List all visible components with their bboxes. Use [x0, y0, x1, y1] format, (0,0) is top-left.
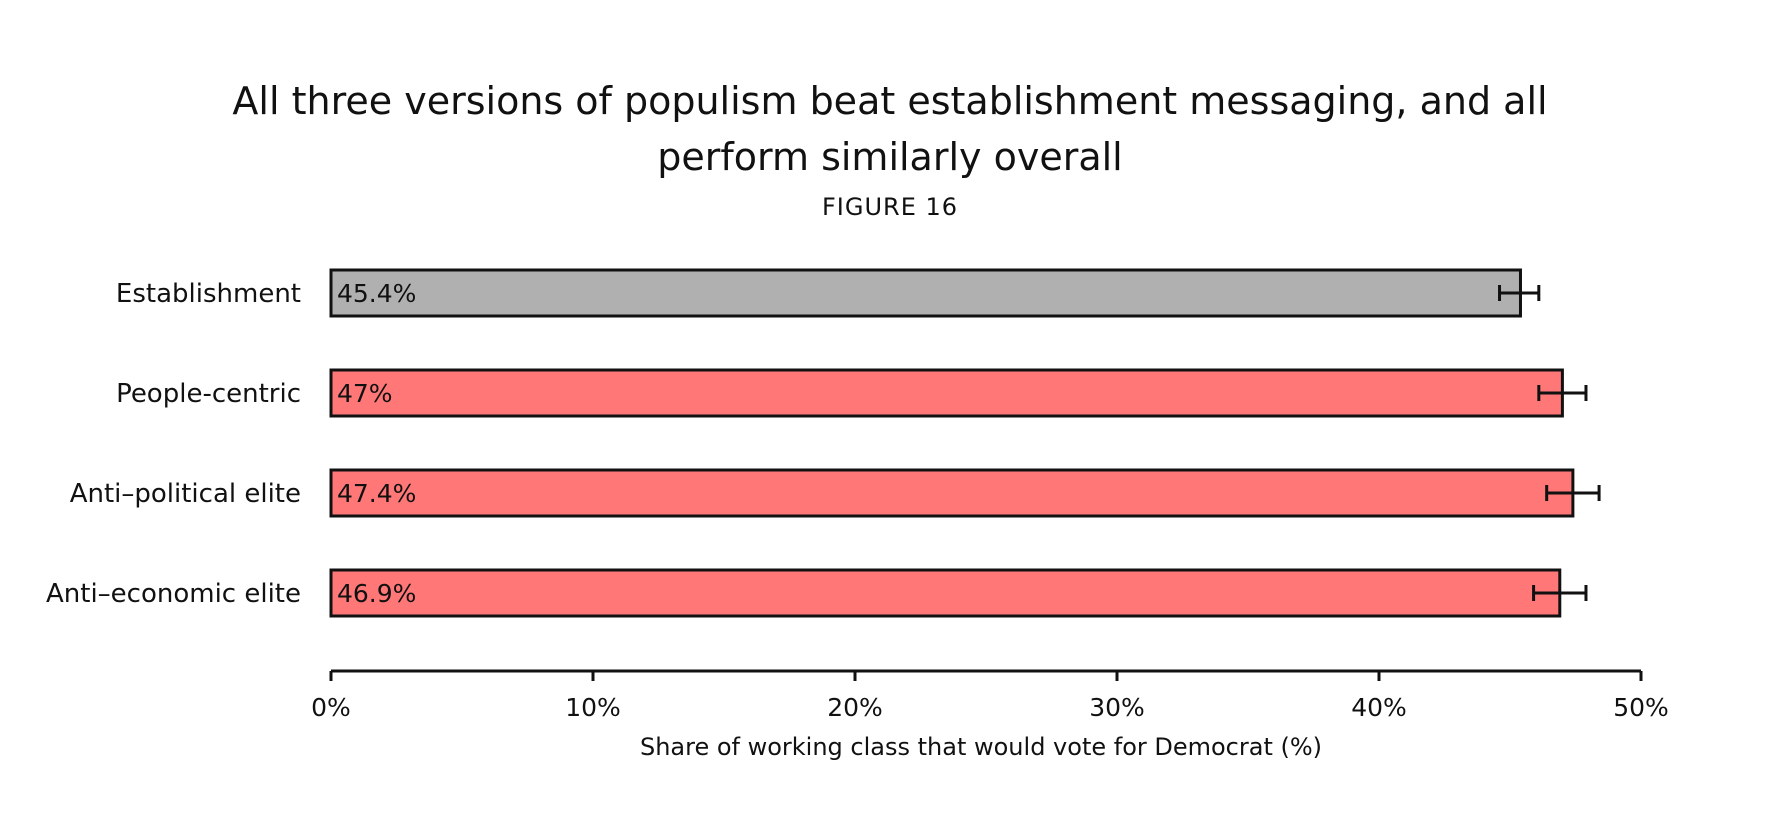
- data-label: 47%: [337, 379, 393, 408]
- category-label: Anti–economic elite: [46, 579, 301, 609]
- category-label: Anti–political elite: [70, 479, 301, 509]
- x-tick-label: 20%: [827, 693, 883, 722]
- bar: [329, 468, 1575, 518]
- x-axis: 0% 10% 20% 30% 40% 50%: [311, 669, 1669, 722]
- x-tick-label: 50%: [1613, 693, 1669, 722]
- chart-title-line-1: All three versions of populism beat esta…: [232, 79, 1547, 123]
- data-label: 47.4%: [337, 479, 416, 508]
- bar: [329, 268, 1522, 318]
- category-label: Establishment: [116, 279, 301, 309]
- data-label: 46.9%: [337, 579, 416, 608]
- bar: [329, 568, 1562, 618]
- x-tick-label: 10%: [565, 693, 621, 722]
- chart-title-line-2: perform similarly overall: [657, 135, 1122, 179]
- bar-group: Establishment 45.4% People-centric 47% Anti–…: [46, 268, 1601, 618]
- chart-title: All three versions of populism beat esta…: [232, 79, 1547, 179]
- x-tick-label: 0%: [311, 693, 351, 722]
- category-label: People-centric: [116, 379, 301, 409]
- data-label: 45.4%: [337, 279, 416, 308]
- chart-subtitle: FIGURE 16: [822, 193, 958, 221]
- x-tick-label: 30%: [1089, 693, 1145, 722]
- x-axis-title: Share of working class that would vote f…: [640, 733, 1322, 761]
- bar: [329, 368, 1564, 418]
- x-tick-label: 40%: [1351, 693, 1407, 722]
